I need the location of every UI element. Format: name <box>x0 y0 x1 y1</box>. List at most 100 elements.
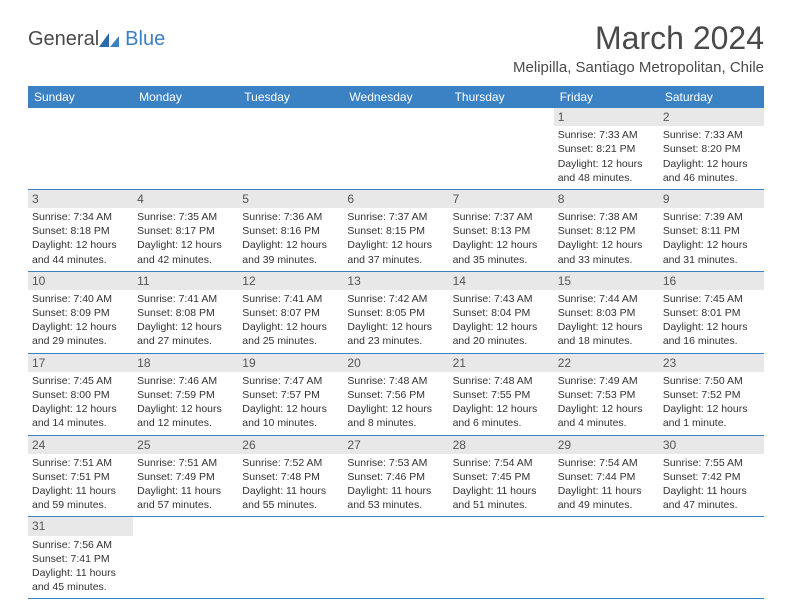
day-cell: 24Sunrise: 7:51 AMSunset: 7:51 PMDayligh… <box>28 436 133 517</box>
day-detail: Sunrise: 7:53 AM <box>347 456 444 470</box>
page-title: March 2024 <box>513 20 764 57</box>
day-number: 1 <box>554 108 659 126</box>
day-detail: Daylight: 12 hours <box>137 238 234 252</box>
day-detail: Daylight: 12 hours <box>347 320 444 334</box>
day-number: 29 <box>554 436 659 454</box>
day-detail: Sunrise: 7:34 AM <box>32 210 129 224</box>
day-detail: and 16 minutes. <box>663 334 760 348</box>
day-detail: Daylight: 12 hours <box>663 320 760 334</box>
day-detail: Sunrise: 7:48 AM <box>347 374 444 388</box>
day-detail: Sunrise: 7:48 AM <box>453 374 550 388</box>
day-detail: Daylight: 12 hours <box>558 402 655 416</box>
sail-icon <box>97 31 123 49</box>
location-subtitle: Melipilla, Santiago Metropolitan, Chile <box>513 59 764 76</box>
day-cell: 16Sunrise: 7:45 AMSunset: 8:01 PMDayligh… <box>659 272 764 353</box>
day-cell: 25Sunrise: 7:51 AMSunset: 7:49 PMDayligh… <box>133 436 238 517</box>
day-cell <box>343 517 448 598</box>
day-detail: and 1 minute. <box>663 416 760 430</box>
day-detail: Daylight: 11 hours <box>32 484 129 498</box>
day-number: 7 <box>449 190 554 208</box>
day-detail: Sunrise: 7:40 AM <box>32 292 129 306</box>
day-cell <box>28 108 133 189</box>
day-detail: Daylight: 11 hours <box>663 484 760 498</box>
day-detail: Sunrise: 7:56 AM <box>32 538 129 552</box>
day-detail: Sunset: 8:18 PM <box>32 224 129 238</box>
day-detail: Sunset: 7:51 PM <box>32 470 129 484</box>
day-detail: Daylight: 12 hours <box>453 238 550 252</box>
day-detail: and 10 minutes. <box>242 416 339 430</box>
week-row: 10Sunrise: 7:40 AMSunset: 8:09 PMDayligh… <box>28 272 764 354</box>
day-number: 12 <box>238 272 343 290</box>
day-detail: Sunrise: 7:33 AM <box>558 128 655 142</box>
day-detail: and 20 minutes. <box>453 334 550 348</box>
day-number: 27 <box>343 436 448 454</box>
day-detail: Daylight: 12 hours <box>32 320 129 334</box>
day-number: 26 <box>238 436 343 454</box>
day-number: 17 <box>28 354 133 372</box>
day-cell: 3Sunrise: 7:34 AMSunset: 8:18 PMDaylight… <box>28 190 133 271</box>
day-detail: and 23 minutes. <box>347 334 444 348</box>
day-detail: and 55 minutes. <box>242 498 339 512</box>
day-number: 24 <box>28 436 133 454</box>
day-detail: Sunset: 8:05 PM <box>347 306 444 320</box>
day-detail: Sunset: 7:45 PM <box>453 470 550 484</box>
day-detail: Daylight: 12 hours <box>137 402 234 416</box>
week-row: 1 Sunrise: 7:33 AMSunset: 8:21 PMDaylight… <box>28 108 764 190</box>
week-row: 3 Sunrise: 7:34 AMSunset: 8:18 PM Daylight… <box>28 190 764 272</box>
day-detail: Sunrise: 7:35 AM <box>137 210 234 224</box>
day-detail: Sunset: 8:17 PM <box>137 224 234 238</box>
day-detail: Sunrise: 7:51 AM <box>137 456 234 470</box>
day-cell: 20Sunrise: 7:48 AMSunset: 7:56 PMDayligh… <box>343 354 448 435</box>
day-detail: Sunrise: 7:55 AM <box>663 456 760 470</box>
day-detail: Daylight: 12 hours <box>558 157 655 171</box>
day-detail: Sunset: 8:20 PM <box>663 142 760 156</box>
weekday-header: Friday <box>554 86 659 108</box>
logo-text-general: General <box>28 28 99 51</box>
day-number: 25 <box>133 436 238 454</box>
day-detail: Sunrise: 7:50 AM <box>663 374 760 388</box>
day-detail: Daylight: 11 hours <box>32 566 129 580</box>
calendar-body: 1Sunrise: 7:33 AMSunset: 8:21 PMDaylight… <box>28 108 764 599</box>
day-detail: Sunset: 8:08 PM <box>137 306 234 320</box>
day-detail: Sunrise: 7:52 AM <box>242 456 339 470</box>
day-detail: Daylight: 12 hours <box>32 402 129 416</box>
day-detail: Sunset: 7:48 PM <box>242 470 339 484</box>
day-cell: 23Sunrise: 7:50 AMSunset: 7:52 PMDayligh… <box>659 354 764 435</box>
day-detail: and 6 minutes. <box>453 416 550 430</box>
day-detail: and 46 minutes. <box>663 171 760 185</box>
day-detail: Sunrise: 7:46 AM <box>137 374 234 388</box>
weekday-header: Wednesday <box>343 86 448 108</box>
day-detail: and 27 minutes. <box>137 334 234 348</box>
day-cell: 22Sunrise: 7:49 AMSunset: 7:53 PMDayligh… <box>554 354 659 435</box>
day-number: 23 <box>659 354 764 372</box>
logo: General Blue <box>28 28 165 51</box>
week-row: 31Sunrise: 7:56 AMSunset: 7:41 PMDayligh… <box>28 517 764 599</box>
day-detail: and 14 minutes. <box>32 416 129 430</box>
day-cell: 6Sunrise: 7:37 AMSunset: 8:15 PMDaylight… <box>343 190 448 271</box>
weekday-header: Monday <box>133 86 238 108</box>
day-cell: 13Sunrise: 7:42 AMSunset: 8:05 PMDayligh… <box>343 272 448 353</box>
day-detail: Daylight: 12 hours <box>663 238 760 252</box>
day-detail: Sunset: 8:09 PM <box>32 306 129 320</box>
day-detail: Daylight: 12 hours <box>242 402 339 416</box>
day-cell: 4Sunrise: 7:35 AMSunset: 8:17 PMDaylight… <box>133 190 238 271</box>
day-cell: 10Sunrise: 7:40 AMSunset: 8:09 PMDayligh… <box>28 272 133 353</box>
day-detail: Sunset: 8:21 PM <box>558 142 655 156</box>
day-cell <box>449 517 554 598</box>
day-cell: 17Sunrise: 7:45 AMSunset: 8:00 PMDayligh… <box>28 354 133 435</box>
day-detail: Sunset: 8:12 PM <box>558 224 655 238</box>
day-detail: Sunrise: 7:44 AM <box>558 292 655 306</box>
day-detail: Daylight: 11 hours <box>347 484 444 498</box>
day-cell <box>659 517 764 598</box>
day-detail: Daylight: 12 hours <box>558 320 655 334</box>
day-cell: 8Sunrise: 7:38 AMSunset: 8:12 PMDaylight… <box>554 190 659 271</box>
day-detail: Sunset: 7:52 PM <box>663 388 760 402</box>
day-cell: 12Sunrise: 7:41 AMSunset: 8:07 PMDayligh… <box>238 272 343 353</box>
day-cell: 5Sunrise: 7:36 AMSunset: 8:16 PMDaylight… <box>238 190 343 271</box>
day-detail: Sunset: 8:13 PM <box>453 224 550 238</box>
day-detail: Sunrise: 7:36 AM <box>242 210 339 224</box>
day-detail: Daylight: 12 hours <box>453 320 550 334</box>
header: General Blue March 2024 Melipilla, Santi… <box>28 20 764 76</box>
day-number: 3 <box>28 190 133 208</box>
day-cell: 27Sunrise: 7:53 AMSunset: 7:46 PMDayligh… <box>343 436 448 517</box>
